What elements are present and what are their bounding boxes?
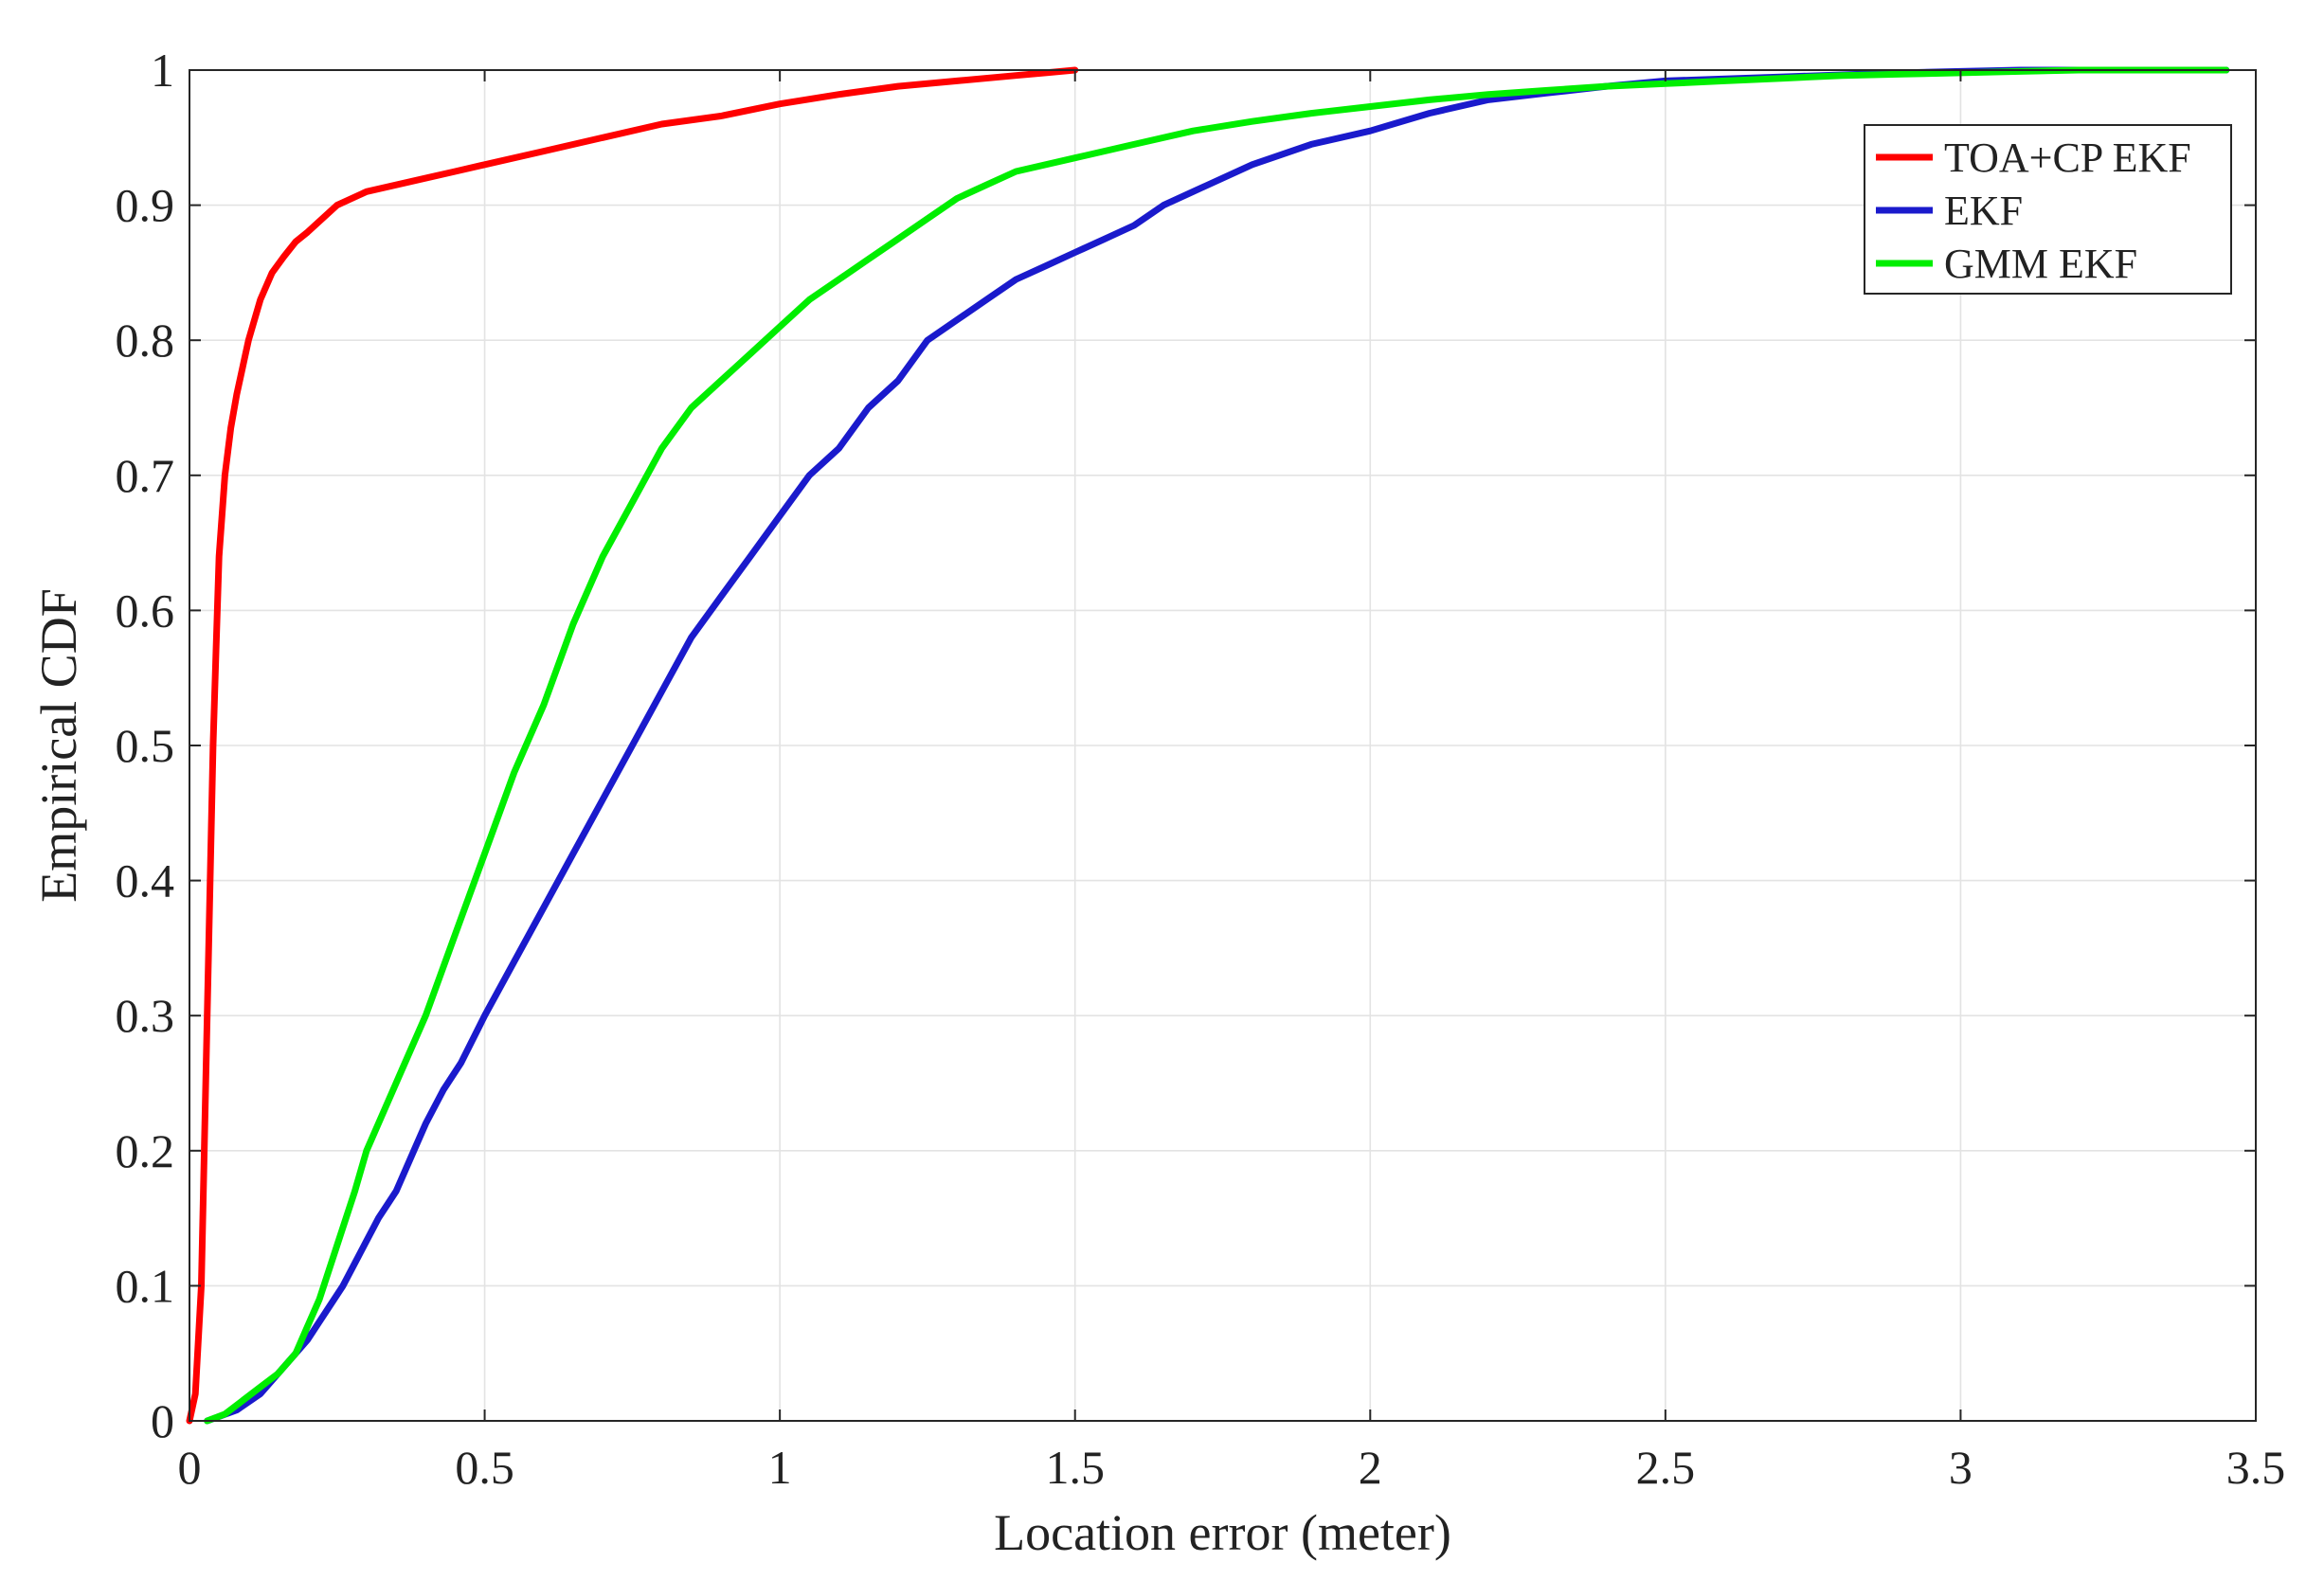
grid [189, 70, 2256, 1421]
y-tick-label: 1 [151, 44, 174, 97]
legend-label: TOA+CP EKF [1944, 135, 2191, 181]
x-tick-label: 1 [768, 1441, 792, 1494]
y-tick-label: 0.9 [116, 179, 175, 232]
legend-label: GMM EKF [1944, 241, 2137, 287]
series-line-toa-cp-ekf [186, 66, 1079, 1425]
y-tick-label: 0.2 [116, 1124, 175, 1177]
legend-label: EKF [1944, 188, 2023, 234]
tick-labels: 0 0.5 1 1.5 2 2.5 3 3.5 0 0.1 0.2 0.3 0.4 0.5 0.6 0.7 0.… [116, 44, 2286, 1494]
y-tick-label: 0.5 [116, 719, 175, 772]
legend: TOA+CP EKF EKF GMM EKF [1864, 124, 2232, 295]
series-lines [186, 66, 2230, 1425]
y-tick-label: 0.8 [116, 314, 175, 367]
y-axis-title: Empirical CDF [30, 588, 87, 902]
axes [189, 69, 2257, 1422]
series-line-gmm-ekf [204, 66, 2230, 1425]
x-tick-label: 2.5 [1636, 1441, 1696, 1494]
x-tick-label: 0 [178, 1441, 202, 1494]
x-tick-label: 3.5 [2226, 1441, 2286, 1494]
x-tick-label: 3 [1949, 1441, 1973, 1494]
y-tick-label: 0.4 [116, 854, 175, 907]
y-tick-label: 0 [151, 1394, 174, 1447]
y-tick-label: 0.3 [116, 989, 175, 1042]
y-tick-label: 0.1 [116, 1259, 175, 1312]
y-tick-label: 0.7 [116, 449, 175, 502]
series-line-ekf [204, 66, 2230, 1425]
y-tick-label: 0.6 [116, 584, 175, 637]
x-tick-label: 0.5 [455, 1441, 514, 1494]
x-tick-label: 2 [1359, 1441, 1382, 1494]
x-axis-title: Location error (meter) [994, 1504, 1451, 1561]
x-tick-label: 1.5 [1045, 1441, 1105, 1494]
